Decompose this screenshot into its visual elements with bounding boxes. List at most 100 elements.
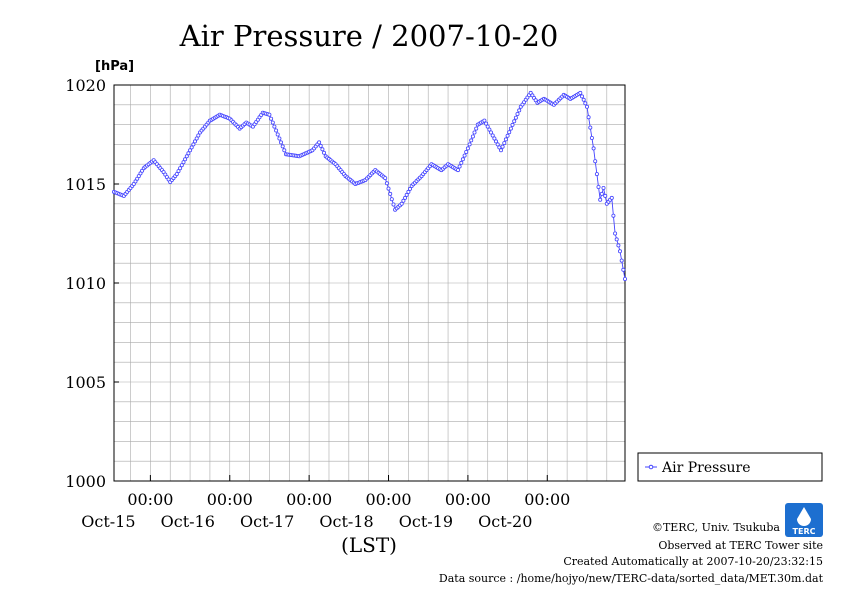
legend-marker — [648, 464, 654, 470]
data-point — [321, 150, 326, 155]
data-point — [596, 184, 601, 189]
data-point — [179, 163, 184, 168]
data-point — [616, 243, 621, 248]
data-point — [272, 124, 277, 129]
data-point — [517, 108, 522, 113]
copyright-text: ©TERC, Univ. Tsukuba — [652, 521, 780, 534]
x-tick-time: 00:00 — [524, 490, 570, 509]
data-point — [487, 127, 492, 132]
logo-text: TERC — [793, 527, 816, 536]
data-point — [277, 136, 282, 141]
data-point — [318, 143, 323, 148]
x-tick-date: Oct-16 — [161, 512, 215, 531]
data-point — [181, 160, 186, 165]
data-point — [503, 137, 508, 142]
data-point — [482, 118, 487, 123]
data-point — [406, 189, 411, 194]
data-point — [591, 146, 596, 151]
data-point — [184, 154, 189, 159]
legend: Air Pressure — [637, 452, 823, 482]
data-point — [391, 202, 396, 207]
terc-logo: TERC — [785, 503, 823, 537]
source-text: Data source : /home/hojyo/new/TERC-data/… — [439, 572, 824, 585]
data-point — [186, 151, 191, 156]
x-tick-time: 00:00 — [127, 490, 173, 509]
x-tick-date: Oct-17 — [240, 512, 294, 531]
data-point — [593, 159, 598, 164]
data-point — [505, 133, 510, 138]
data-point — [495, 142, 500, 147]
x-tick-date: Oct-20 — [478, 512, 532, 531]
data-point — [275, 132, 280, 137]
data-point — [460, 157, 465, 162]
data-point — [493, 139, 498, 144]
data-point — [270, 120, 275, 125]
data-point — [484, 121, 489, 126]
data-point — [386, 186, 391, 191]
data-point — [498, 148, 503, 153]
y-tick-label: 1000 — [65, 472, 106, 491]
data-point — [194, 136, 199, 141]
y-axis: 1000 1005 1010 1015 1020 — [65, 76, 119, 491]
data-point — [188, 148, 193, 153]
y-tick-label: 1010 — [65, 274, 106, 293]
data-point — [191, 142, 196, 147]
data-point — [178, 166, 183, 171]
series-air-pressure — [112, 90, 628, 281]
data-point — [133, 179, 138, 184]
data-point — [474, 126, 479, 131]
data-point — [614, 237, 619, 242]
data-point — [472, 130, 477, 135]
data-point — [609, 195, 614, 200]
x-tick-date: Oct-18 — [319, 512, 373, 531]
data-point — [383, 176, 388, 181]
data-point — [403, 195, 408, 200]
x-axis-label: (LST) — [341, 533, 397, 557]
data-point — [189, 145, 194, 150]
data-point — [492, 136, 497, 141]
data-point — [269, 116, 274, 121]
observed-text: Observed at TERC Tower site — [658, 539, 823, 552]
data-point — [601, 185, 606, 190]
data-point — [278, 140, 283, 145]
data-point — [469, 138, 474, 143]
data-point — [594, 172, 599, 177]
data-point — [485, 124, 490, 129]
data-point — [502, 141, 507, 146]
data-point — [274, 128, 279, 133]
x-tick-time: 00:00 — [445, 490, 491, 509]
data-point — [510, 122, 515, 127]
data-point — [174, 172, 179, 177]
data-point — [618, 249, 623, 254]
data-point — [401, 198, 406, 203]
data-point — [613, 231, 618, 236]
data-point — [599, 191, 604, 196]
data-point — [490, 133, 495, 138]
x-tick-date: Oct-19 — [399, 512, 453, 531]
data-point — [621, 267, 626, 272]
data-point — [399, 201, 404, 206]
data-point — [470, 134, 475, 139]
data-point — [598, 197, 603, 202]
y-tick-label: 1005 — [65, 373, 106, 392]
chart-title: Air Pressure / 2007-10-20 — [179, 19, 559, 53]
data-point — [280, 144, 285, 149]
y-axis-unit: [hPa] — [95, 59, 134, 74]
grid — [114, 85, 625, 481]
data-point — [507, 130, 512, 135]
data-point — [467, 142, 472, 147]
data-point — [589, 135, 594, 140]
data-point — [583, 101, 588, 106]
x-tick-time: 00:00 — [286, 490, 332, 509]
data-point — [389, 197, 394, 202]
water-drop-icon — [797, 507, 811, 526]
data-point — [404, 192, 409, 197]
data-point — [196, 133, 201, 138]
data-point — [462, 153, 467, 158]
legend-box — [637, 452, 823, 482]
data-point — [578, 90, 583, 95]
data-point — [457, 164, 462, 169]
y-tick-label: 1015 — [65, 175, 106, 194]
data-point — [465, 146, 470, 151]
